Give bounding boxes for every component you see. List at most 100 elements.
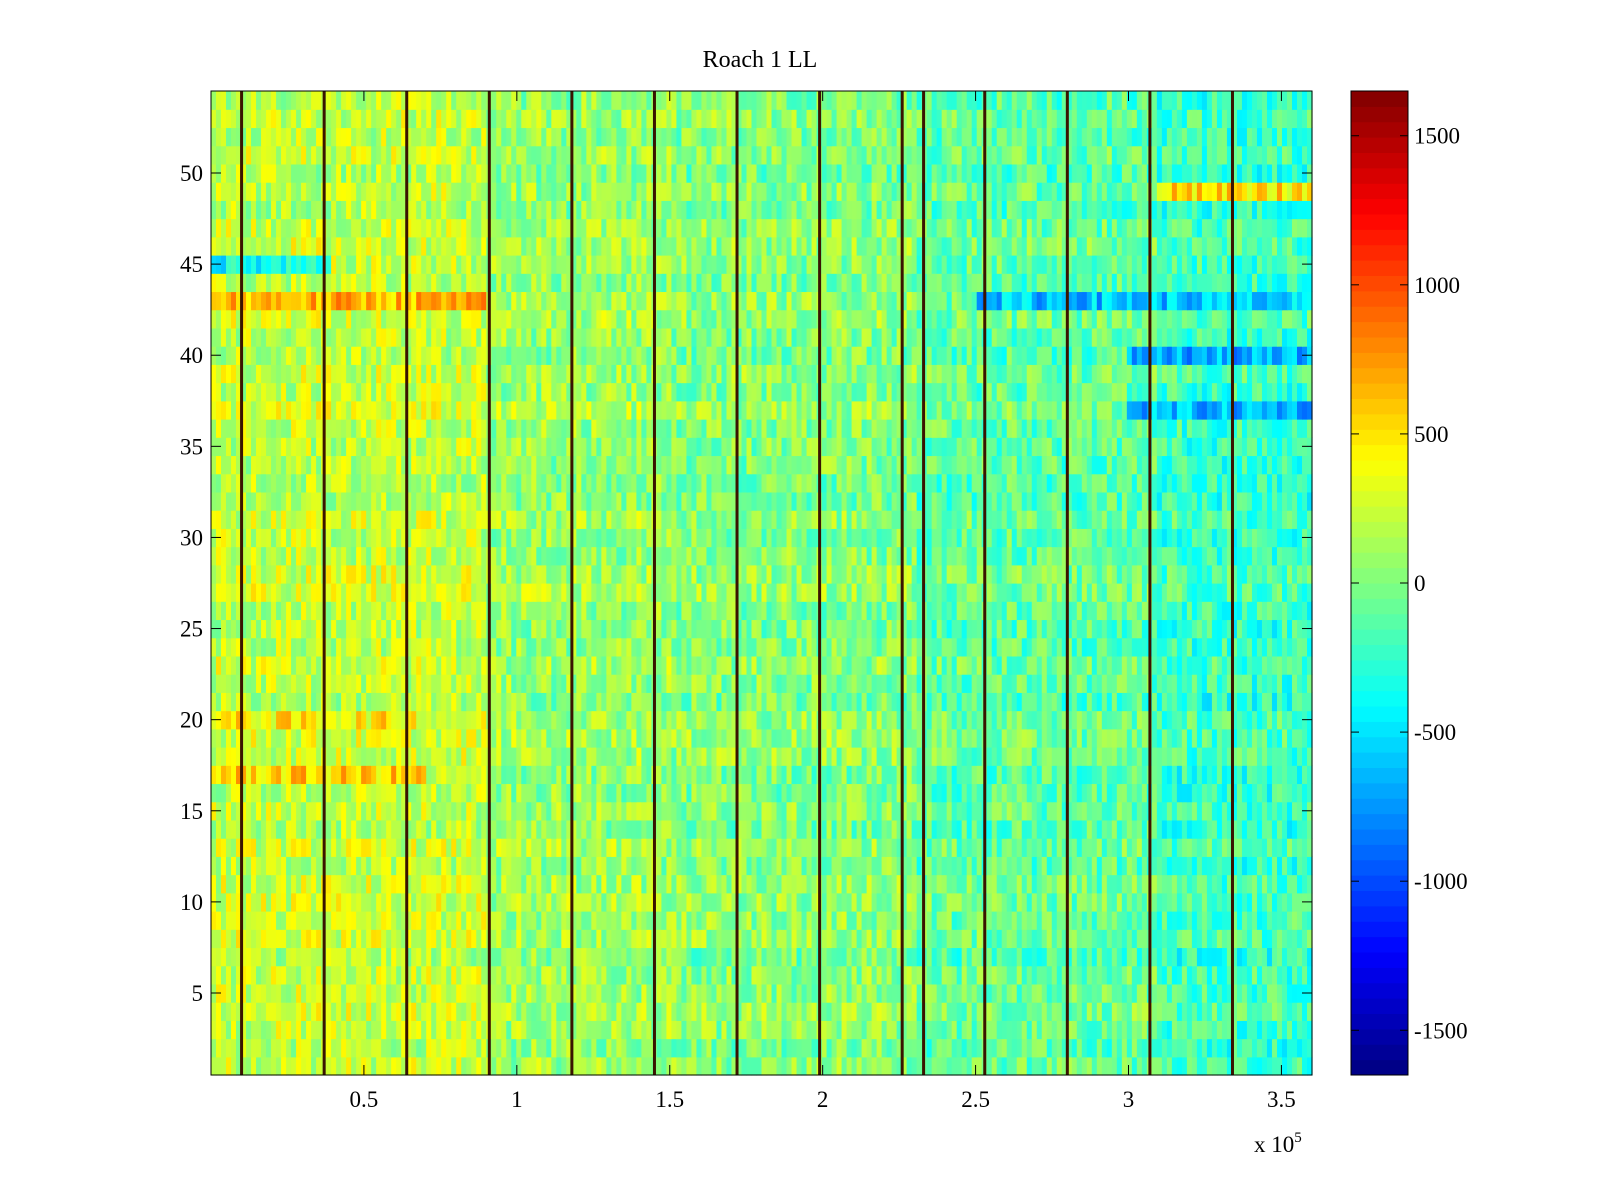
heatmap-cell [356,710,362,730]
heatmap-cell [396,911,402,930]
heatmap-cell [626,929,632,949]
heatmap-cell [821,1020,828,1040]
heatmap-cell [806,1038,813,1058]
heatmap-cell [946,1038,953,1058]
heatmap-cell [531,892,537,912]
heatmap-cell [621,765,627,785]
heatmap-cell [326,801,332,821]
heatmap-cell [901,783,908,803]
heatmap-cell [906,655,913,675]
heatmap-cell [406,983,412,1003]
heatmap-cell [521,728,527,748]
heatmap-cell [331,710,337,730]
heatmap-cell [236,911,242,930]
heatmap-cell [441,747,447,766]
heatmap-cell [806,983,813,1003]
heatmap-cell [1121,1038,1128,1058]
heatmap-cell [471,1002,477,1021]
heatmap-cell [1181,838,1188,857]
heatmap-cell [1221,801,1228,821]
heatmap-cell [1176,674,1183,693]
heatmap-cell [1096,728,1103,748]
heatmap-cell [1221,983,1228,1003]
heatmap-cell [1301,1038,1308,1058]
heatmap-cell [1126,1056,1133,1076]
heatmap-cell [436,692,442,712]
heatmap-cell [1221,674,1228,693]
heatmap-cell [416,947,422,967]
heatmap-cell [1041,801,1048,821]
heatmap-cell [586,1020,592,1040]
heatmap-cell [941,911,948,930]
heatmap-cell [516,655,522,675]
heatmap-cell [316,819,322,839]
heatmap-cell [1111,983,1118,1003]
heatmap-cell [1006,692,1013,712]
heatmap-cell [836,947,843,967]
heatmap-cell [581,1038,587,1058]
heatmap-cell [1141,674,1148,693]
heatmap-cell [271,765,277,785]
heatmap-cell [791,1020,798,1040]
heatmap-cell [721,947,728,967]
heatmap-cell [966,838,973,857]
heatmap-cell [731,911,738,930]
heatmap-cell [1051,983,1058,1003]
heatmap-cell [1051,856,1058,876]
heatmap-cell [976,947,983,967]
heatmap-cell [1091,692,1098,712]
heatmap-cell [861,655,868,675]
heatmap-cell [451,965,457,985]
heatmap-cell [231,983,237,1003]
heatmap-cell [1286,947,1293,967]
heatmap-cell [1236,674,1243,693]
heatmap-cell [211,911,217,930]
heatmap-cell [1081,1038,1088,1058]
heatmap-cell [1236,747,1243,766]
heatmap-cell [221,947,227,967]
heatmap-cell [1131,674,1138,693]
heatmap-cell [1196,692,1203,712]
heatmap-cell [1211,838,1218,857]
heatmap-cell [1006,856,1013,876]
heatmap-cell [361,692,367,712]
heatmap-cell [326,965,332,985]
heatmap-cell [1071,838,1078,857]
heatmap-cell [966,747,973,766]
heatmap-cell [731,710,738,730]
heatmap-cell [461,728,467,748]
heatmap-cell [966,765,973,785]
heatmap-cell [1276,911,1283,930]
heatmap-cell [1141,838,1148,857]
heatmap-cell [1086,838,1093,857]
heatmap-cell [1151,801,1158,821]
heatmap-cell [1161,892,1168,912]
heatmap-cell [476,655,482,675]
heatmap-cell [1106,692,1113,712]
heatmap-cell [1186,1020,1193,1040]
heatmap-cell [1116,783,1123,803]
heatmap-cell [746,1038,753,1058]
heatmap-cell [641,710,647,730]
heatmap-cell [421,655,427,675]
heatmap-cell [916,1038,923,1058]
heatmap-cell [316,929,322,949]
heatmap-cell [261,856,267,876]
heatmap-cell [1131,856,1138,876]
heatmap-cell [801,911,808,930]
heatmap-cell [846,911,853,930]
heatmap-cell [1296,983,1303,1003]
heatmap-cell [576,947,582,967]
heatmap-cell [386,892,392,912]
heatmap-cell [616,874,622,894]
heatmap-cell [556,783,562,803]
heatmap-cell [1016,838,1023,857]
heatmap-cell [441,965,447,985]
heatmap-cell [786,674,793,693]
heatmap-cell [741,1020,748,1040]
heatmap-cell [216,911,222,930]
heatmap-cell [1021,801,1028,821]
heatmap-cell [641,1038,647,1058]
heatmap-cell [436,874,442,894]
